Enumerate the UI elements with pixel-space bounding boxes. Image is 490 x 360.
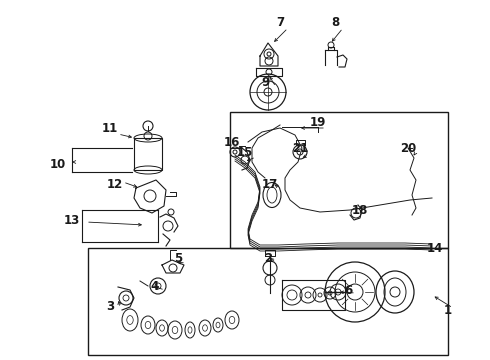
Text: 10: 10 bbox=[50, 158, 66, 171]
Text: 20: 20 bbox=[400, 141, 416, 154]
Text: 5: 5 bbox=[174, 252, 182, 265]
Text: 19: 19 bbox=[310, 116, 326, 129]
Text: 4: 4 bbox=[151, 280, 159, 293]
Text: 6: 6 bbox=[344, 284, 352, 297]
Text: 3: 3 bbox=[106, 301, 114, 314]
Bar bbox=[88, 248, 448, 355]
Text: 1: 1 bbox=[444, 303, 452, 316]
Text: 21: 21 bbox=[292, 141, 308, 154]
Text: 12: 12 bbox=[107, 179, 123, 192]
Text: 18: 18 bbox=[352, 203, 368, 216]
Text: 14: 14 bbox=[427, 242, 443, 255]
Text: 2: 2 bbox=[264, 252, 272, 265]
Text: 9: 9 bbox=[261, 76, 269, 89]
Text: 11: 11 bbox=[102, 122, 118, 135]
Bar bbox=[134, 138, 162, 170]
Text: 8: 8 bbox=[331, 15, 339, 28]
Text: 15: 15 bbox=[237, 145, 253, 158]
Text: 17: 17 bbox=[262, 179, 278, 192]
Text: 16: 16 bbox=[224, 135, 240, 148]
Text: 7: 7 bbox=[276, 15, 284, 28]
Bar bbox=[230, 112, 448, 248]
Text: 13: 13 bbox=[64, 213, 80, 226]
